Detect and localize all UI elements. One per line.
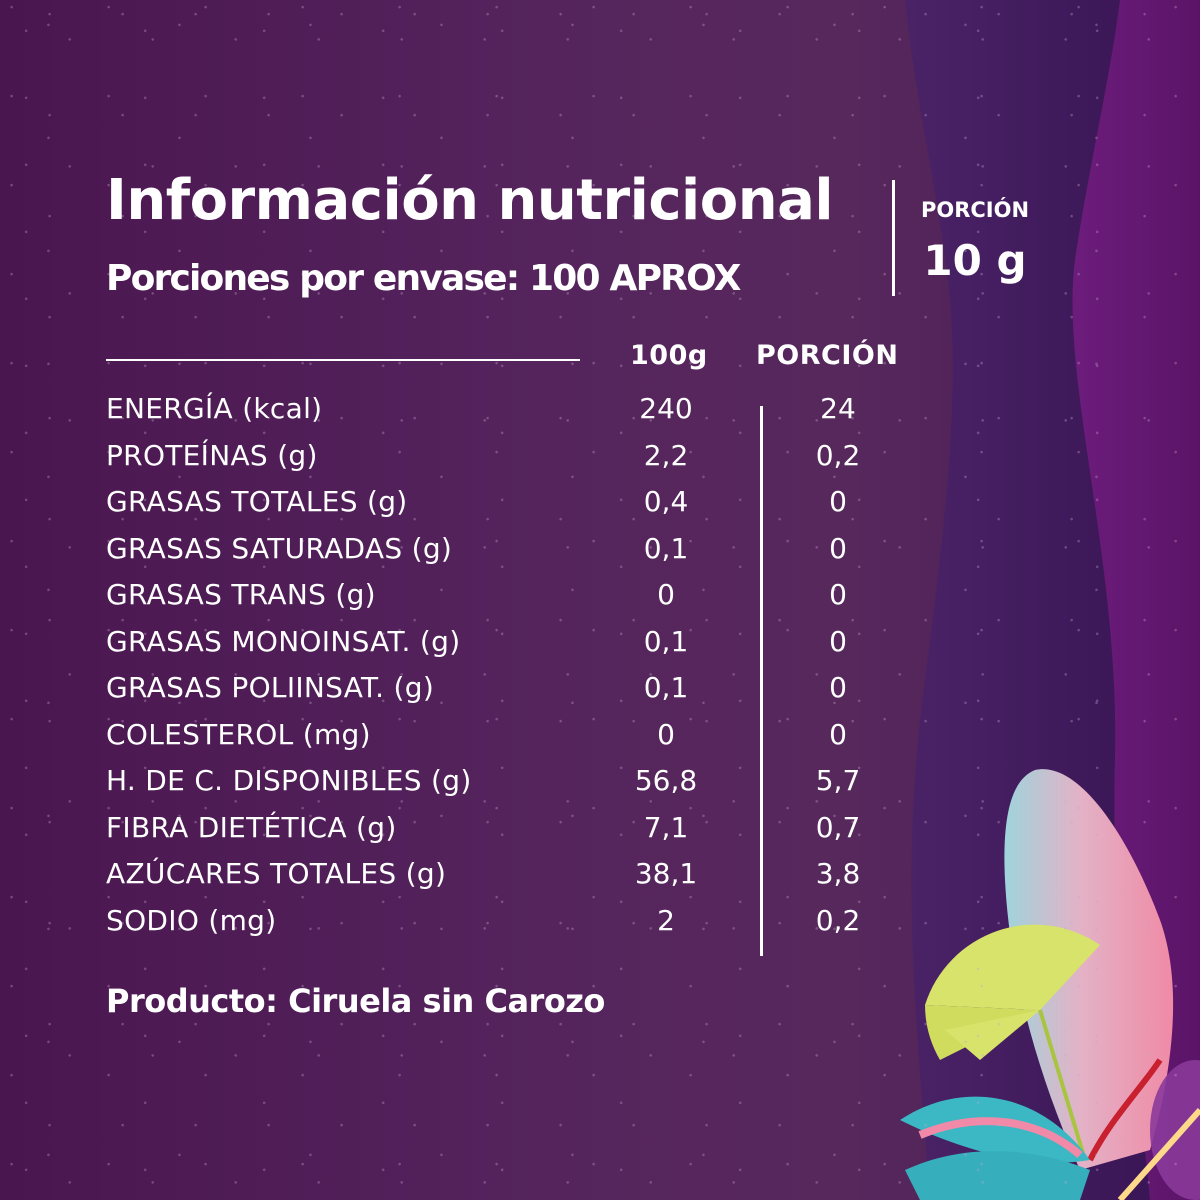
portion-value: 10 g — [923, 236, 1027, 285]
nutrient-name: AZÚCARES TOTALES (g) — [106, 857, 447, 890]
value-100g: 0,1 — [643, 624, 689, 658]
nutrient-name: GRASAS SATURADAS (g) — [106, 531, 453, 565]
value-portion: 0 — [829, 717, 847, 751]
value-portion: 0 — [829, 531, 847, 565]
value-100g: 0,4 — [643, 485, 689, 518]
value-100g: 2 — [657, 903, 675, 937]
value-100g: 240 — [639, 392, 693, 425]
nutrient-name: SODIO (mg) — [106, 903, 277, 937]
value-100g: 56,8 — [634, 764, 698, 797]
fan-palm — [925, 924, 1100, 1161]
table-row: AZÚCARES TOTALES (g) 38,1 3,8 — [106, 857, 886, 904]
nutrient-name: GRASAS MONOINSAT. (g) — [106, 624, 461, 658]
portion-label: PORCIÓN — [920, 198, 1030, 222]
value-portion: 0,2 — [815, 903, 861, 937]
value-portion: 0 — [829, 671, 847, 704]
teal-leaf-2 — [905, 1151, 1090, 1200]
value-portion: 5,7 — [815, 764, 861, 797]
value-100g: 0,1 — [643, 671, 689, 704]
table-row: FIBRA DIETÉTICA (g) 7,1 0,7 — [106, 811, 886, 858]
page-title: Información nutricional — [106, 168, 834, 233]
value-100g: 2,2 — [643, 438, 689, 472]
table-row: SODIO (mg) 2 0,2 — [106, 904, 886, 951]
header-divider — [892, 180, 895, 296]
wave-magenta — [1072, 0, 1200, 1200]
nutrient-name: ENERGÍA (kcal) — [106, 392, 323, 425]
table-row: GRASAS SATURADAS (g) 0,1 0 — [106, 532, 886, 579]
nutrient-name: COLESTEROL (mg) — [106, 717, 371, 751]
value-portion: 24 — [820, 392, 856, 425]
value-100g: 0,1 — [643, 531, 689, 565]
nutrition-table: ENERGÍA (kcal) 240 24 PROTEÍNAS (g) 2,2 0,2 … — [106, 392, 886, 950]
nutrient-name: GRASAS TRANS (g) — [106, 578, 376, 611]
column-divider — [760, 406, 763, 956]
table-top-rule — [106, 359, 580, 361]
column-header-portion: PORCIÓN — [756, 340, 899, 371]
value-portion: 0,2 — [815, 438, 861, 472]
table-row: GRASAS TRANS (g) 0 0 — [106, 578, 886, 625]
value-100g: 7,1 — [643, 810, 689, 844]
nutrient-name: PROTEÍNAS (g) — [106, 438, 318, 472]
table-row: COLESTEROL (mg) 0 0 — [106, 718, 886, 765]
product-name: Producto: Ciruela sin Carozo — [106, 982, 605, 1020]
purple-leaf — [1150, 1060, 1200, 1200]
nutrient-name: GRASAS POLIINSAT. (g) — [106, 671, 435, 704]
servings-per-package: Porciones por envase: 100 APROX — [106, 258, 741, 299]
value-portion: 0 — [829, 624, 847, 658]
banana-leaf — [1004, 769, 1174, 1170]
nutrient-name: GRASAS TOTALES (g) — [106, 485, 408, 518]
table-row: PROTEÍNAS (g) 2,2 0,2 — [106, 439, 886, 486]
table-row: GRASAS POLIINSAT. (g) 0,1 0 — [106, 671, 886, 718]
column-header-100g: 100g — [630, 340, 708, 371]
yellow-branch — [1117, 1108, 1200, 1200]
value-portion: 0,7 — [815, 810, 861, 844]
value-100g: 38,1 — [634, 857, 698, 890]
table-row: GRASAS MONOINSAT. (g) 0,1 0 — [106, 625, 886, 672]
red-fern — [1087, 1058, 1163, 1162]
nutrient-name: FIBRA DIETÉTICA (g) — [106, 810, 397, 844]
value-100g: 0 — [657, 717, 675, 751]
nutrient-name: H. DE C. DISPONIBLES (g) — [106, 764, 472, 797]
value-portion: 3,8 — [815, 857, 861, 890]
value-100g: 0 — [657, 578, 675, 611]
value-portion: 0 — [829, 578, 847, 611]
table-row: ENERGÍA (kcal) 240 24 — [106, 392, 886, 439]
teal-leaf-1 — [900, 1096, 1090, 1163]
value-portion: 0 — [829, 485, 847, 518]
table-row: H. DE C. DISPONIBLES (g) 56,8 5,7 — [106, 764, 886, 811]
table-row: GRASAS TOTALES (g) 0,4 0 — [106, 485, 886, 532]
pink-vein — [918, 1117, 1083, 1159]
tropical-decoration — [900, 0, 1200, 1200]
